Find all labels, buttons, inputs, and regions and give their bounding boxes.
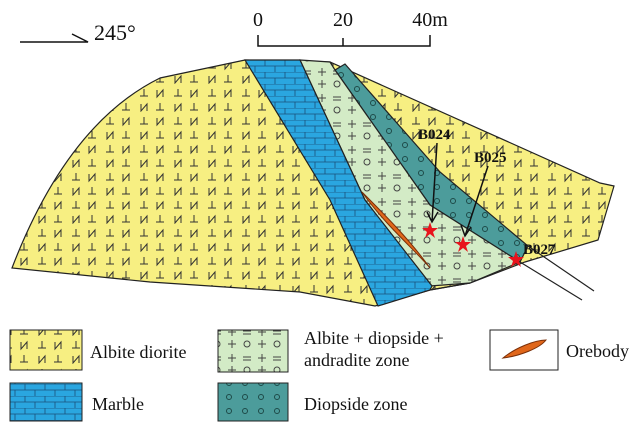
legend-label: Albite diorite xyxy=(90,342,186,362)
legend-swatch xyxy=(218,383,288,421)
orientation-label: 245° xyxy=(94,20,136,45)
sample-label: B025 xyxy=(474,150,507,166)
legend-label: andradite zone xyxy=(304,350,409,370)
cross-section: 245° 0 20 40m B024 B025 B027 Albite dior… xyxy=(0,0,644,424)
legend-label: Albite + diopside + xyxy=(304,328,444,348)
scale-label: 0 xyxy=(253,9,263,31)
scale-label: 40m xyxy=(412,9,448,31)
legend-swatch xyxy=(10,330,82,370)
legend-swatch xyxy=(218,330,288,372)
scale-bar xyxy=(258,35,430,46)
legend-label: Diopside zone xyxy=(304,394,407,414)
legend-label: Marble xyxy=(92,394,144,414)
orientation-arrow xyxy=(20,34,88,42)
scale-label: 20 xyxy=(333,9,353,31)
sample-label: B024 xyxy=(418,127,451,143)
legend-swatch xyxy=(10,383,82,421)
legend-label: Orebody xyxy=(566,341,629,361)
sample-label: B027 xyxy=(523,242,556,258)
